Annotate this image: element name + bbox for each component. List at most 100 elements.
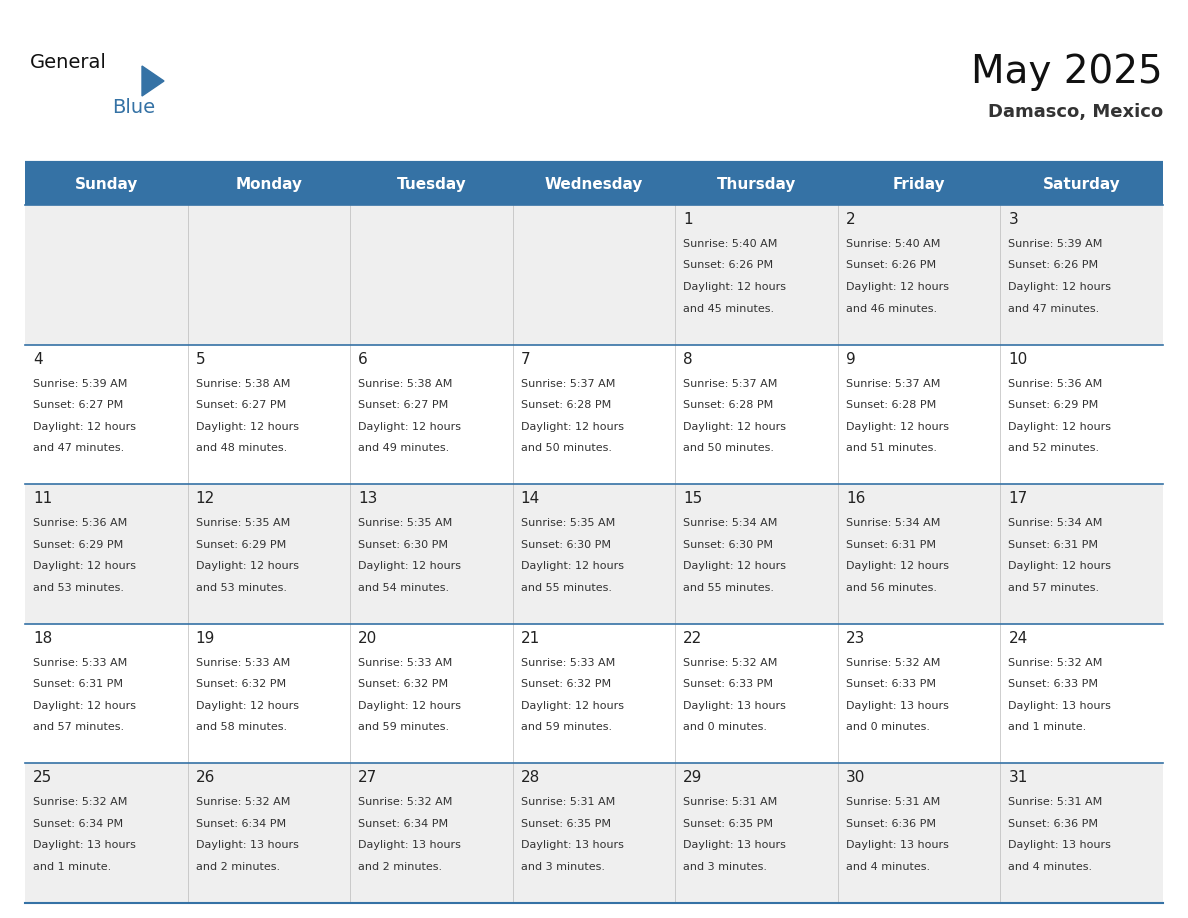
Text: and 0 minutes.: and 0 minutes. bbox=[846, 722, 930, 733]
Text: Sunrise: 5:31 AM: Sunrise: 5:31 AM bbox=[1009, 798, 1102, 808]
Text: Sunrise: 5:36 AM: Sunrise: 5:36 AM bbox=[33, 518, 127, 528]
Text: Daylight: 12 hours: Daylight: 12 hours bbox=[196, 700, 298, 711]
Text: Daylight: 12 hours: Daylight: 12 hours bbox=[33, 700, 135, 711]
Text: Sunset: 6:36 PM: Sunset: 6:36 PM bbox=[846, 819, 936, 829]
Text: Sunrise: 5:35 AM: Sunrise: 5:35 AM bbox=[520, 518, 615, 528]
Text: May 2025: May 2025 bbox=[972, 53, 1163, 91]
Text: 16: 16 bbox=[846, 491, 865, 506]
Text: and 53 minutes.: and 53 minutes. bbox=[196, 583, 286, 593]
Text: Sunset: 6:28 PM: Sunset: 6:28 PM bbox=[846, 400, 936, 410]
Text: Sunrise: 5:33 AM: Sunrise: 5:33 AM bbox=[196, 658, 290, 667]
Text: Sunset: 6:30 PM: Sunset: 6:30 PM bbox=[358, 540, 448, 550]
Text: Sunset: 6:27 PM: Sunset: 6:27 PM bbox=[33, 400, 124, 410]
Text: Sunrise: 5:37 AM: Sunrise: 5:37 AM bbox=[520, 378, 615, 388]
Text: Daylight: 13 hours: Daylight: 13 hours bbox=[1009, 700, 1111, 711]
Text: Sunset: 6:33 PM: Sunset: 6:33 PM bbox=[1009, 679, 1099, 689]
Text: 21: 21 bbox=[520, 631, 541, 645]
Text: and 57 minutes.: and 57 minutes. bbox=[33, 722, 124, 733]
Text: Sunset: 6:28 PM: Sunset: 6:28 PM bbox=[520, 400, 611, 410]
Text: Daylight: 12 hours: Daylight: 12 hours bbox=[358, 421, 461, 431]
Bar bbox=[25, 163, 1163, 205]
Text: and 2 minutes.: and 2 minutes. bbox=[358, 862, 442, 872]
Bar bbox=[25, 484, 1163, 624]
Text: and 47 minutes.: and 47 minutes. bbox=[33, 443, 125, 453]
Text: Sunset: 6:34 PM: Sunset: 6:34 PM bbox=[196, 819, 285, 829]
Text: 20: 20 bbox=[358, 631, 378, 645]
Text: Sunset: 6:33 PM: Sunset: 6:33 PM bbox=[846, 679, 936, 689]
Text: Sunset: 6:29 PM: Sunset: 6:29 PM bbox=[1009, 400, 1099, 410]
Text: Sunset: 6:26 PM: Sunset: 6:26 PM bbox=[1009, 261, 1099, 271]
Text: and 1 minute.: and 1 minute. bbox=[33, 862, 112, 872]
Text: 15: 15 bbox=[683, 491, 702, 506]
Text: and 2 minutes.: and 2 minutes. bbox=[196, 862, 279, 872]
Text: Blue: Blue bbox=[112, 98, 156, 117]
Text: Sunrise: 5:32 AM: Sunrise: 5:32 AM bbox=[358, 798, 453, 808]
Text: 27: 27 bbox=[358, 770, 378, 786]
Text: Daylight: 12 hours: Daylight: 12 hours bbox=[520, 421, 624, 431]
Text: Daylight: 12 hours: Daylight: 12 hours bbox=[1009, 561, 1112, 571]
Text: and 49 minutes.: and 49 minutes. bbox=[358, 443, 449, 453]
Text: 30: 30 bbox=[846, 770, 865, 786]
Text: Daylight: 12 hours: Daylight: 12 hours bbox=[846, 282, 949, 292]
Text: 28: 28 bbox=[520, 770, 541, 786]
Text: and 4 minutes.: and 4 minutes. bbox=[846, 862, 930, 872]
Text: Sunset: 6:30 PM: Sunset: 6:30 PM bbox=[683, 540, 773, 550]
Text: Daylight: 12 hours: Daylight: 12 hours bbox=[358, 561, 461, 571]
Text: and 45 minutes.: and 45 minutes. bbox=[683, 304, 775, 314]
Text: Daylight: 13 hours: Daylight: 13 hours bbox=[33, 840, 135, 850]
Text: Sunset: 6:28 PM: Sunset: 6:28 PM bbox=[683, 400, 773, 410]
Text: 11: 11 bbox=[33, 491, 52, 506]
Text: Sunrise: 5:33 AM: Sunrise: 5:33 AM bbox=[520, 658, 615, 667]
Text: Daylight: 12 hours: Daylight: 12 hours bbox=[683, 421, 786, 431]
Text: Daylight: 12 hours: Daylight: 12 hours bbox=[520, 700, 624, 711]
Text: 2: 2 bbox=[846, 212, 855, 227]
Text: Sunrise: 5:32 AM: Sunrise: 5:32 AM bbox=[33, 798, 127, 808]
Text: Sunrise: 5:34 AM: Sunrise: 5:34 AM bbox=[846, 518, 940, 528]
Text: 1: 1 bbox=[683, 212, 693, 227]
Text: Sunrise: 5:31 AM: Sunrise: 5:31 AM bbox=[846, 798, 940, 808]
Text: and 46 minutes.: and 46 minutes. bbox=[846, 304, 937, 314]
Text: and 0 minutes.: and 0 minutes. bbox=[683, 722, 767, 733]
Text: Sunrise: 5:38 AM: Sunrise: 5:38 AM bbox=[196, 378, 290, 388]
Text: Sunrise: 5:36 AM: Sunrise: 5:36 AM bbox=[1009, 378, 1102, 388]
Text: Daylight: 12 hours: Daylight: 12 hours bbox=[33, 421, 135, 431]
Text: Sunrise: 5:37 AM: Sunrise: 5:37 AM bbox=[683, 378, 778, 388]
Text: Sunrise: 5:40 AM: Sunrise: 5:40 AM bbox=[846, 239, 940, 249]
Text: 10: 10 bbox=[1009, 352, 1028, 366]
Text: Daylight: 12 hours: Daylight: 12 hours bbox=[33, 561, 135, 571]
Text: Sunrise: 5:31 AM: Sunrise: 5:31 AM bbox=[683, 798, 777, 808]
Text: 31: 31 bbox=[1009, 770, 1028, 786]
Text: Tuesday: Tuesday bbox=[397, 176, 467, 192]
Text: Daylight: 13 hours: Daylight: 13 hours bbox=[846, 700, 949, 711]
Text: 18: 18 bbox=[33, 631, 52, 645]
Bar bbox=[25, 344, 1163, 484]
Text: Saturday: Saturday bbox=[1043, 176, 1120, 192]
Text: 12: 12 bbox=[196, 491, 215, 506]
Text: Sunset: 6:31 PM: Sunset: 6:31 PM bbox=[33, 679, 124, 689]
Text: Sunset: 6:35 PM: Sunset: 6:35 PM bbox=[520, 819, 611, 829]
Text: and 54 minutes.: and 54 minutes. bbox=[358, 583, 449, 593]
Text: Sunrise: 5:33 AM: Sunrise: 5:33 AM bbox=[33, 658, 127, 667]
Text: Sunset: 6:31 PM: Sunset: 6:31 PM bbox=[846, 540, 936, 550]
Text: and 3 minutes.: and 3 minutes. bbox=[520, 862, 605, 872]
Bar bbox=[25, 764, 1163, 903]
Text: and 59 minutes.: and 59 minutes. bbox=[358, 722, 449, 733]
Text: Daylight: 13 hours: Daylight: 13 hours bbox=[846, 840, 949, 850]
Text: Sunset: 6:26 PM: Sunset: 6:26 PM bbox=[846, 261, 936, 271]
Text: Daylight: 12 hours: Daylight: 12 hours bbox=[846, 561, 949, 571]
Text: and 52 minutes.: and 52 minutes. bbox=[1009, 443, 1100, 453]
Text: Sunset: 6:36 PM: Sunset: 6:36 PM bbox=[1009, 819, 1099, 829]
Text: Sunset: 6:33 PM: Sunset: 6:33 PM bbox=[683, 679, 773, 689]
Text: 25: 25 bbox=[33, 770, 52, 786]
Text: and 55 minutes.: and 55 minutes. bbox=[520, 583, 612, 593]
Text: Sunrise: 5:32 AM: Sunrise: 5:32 AM bbox=[1009, 658, 1102, 667]
Text: Sunrise: 5:34 AM: Sunrise: 5:34 AM bbox=[1009, 518, 1102, 528]
Polygon shape bbox=[143, 66, 164, 96]
Text: and 3 minutes.: and 3 minutes. bbox=[683, 862, 767, 872]
Text: Daylight: 12 hours: Daylight: 12 hours bbox=[520, 561, 624, 571]
Bar bbox=[25, 205, 1163, 344]
Text: and 53 minutes.: and 53 minutes. bbox=[33, 583, 124, 593]
Text: Daylight: 13 hours: Daylight: 13 hours bbox=[520, 840, 624, 850]
Text: Wednesday: Wednesday bbox=[545, 176, 643, 192]
Text: Sunset: 6:35 PM: Sunset: 6:35 PM bbox=[683, 819, 773, 829]
